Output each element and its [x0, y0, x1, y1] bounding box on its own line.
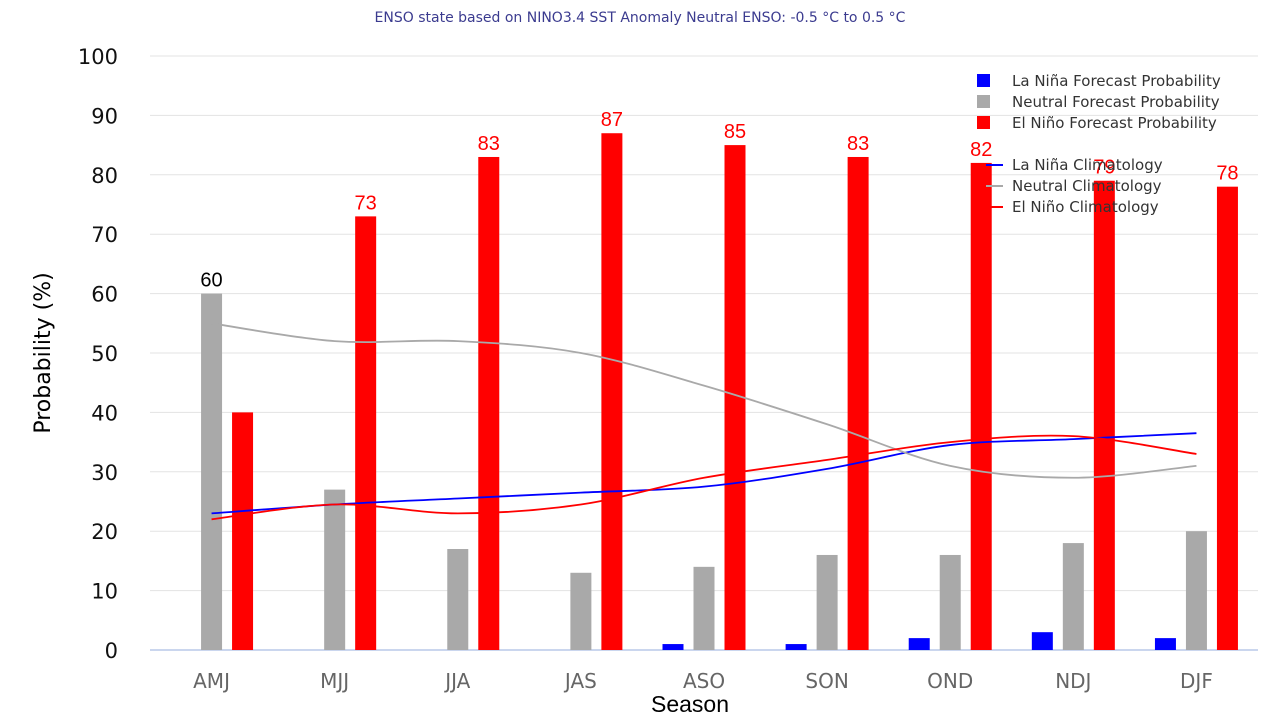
bars: [201, 133, 1238, 651]
x-axis-label: Season: [651, 691, 729, 717]
chart-title: ENSO state based on NINO3.4 SST Anomaly …: [375, 10, 906, 26]
data-label-jja: 83: [478, 133, 500, 155]
bar-el-son: [847, 156, 869, 651]
bar-la-ndj: [1031, 632, 1053, 650]
data-label-amj: 60: [200, 270, 222, 292]
x-tick-label-djf: DJF: [1180, 669, 1213, 693]
x-tick-label-ond: OND: [927, 669, 973, 693]
y-tick-label: 40: [91, 401, 118, 425]
bar-el-djf: [1216, 186, 1238, 650]
legend-label-la-nina-forecast-probability: La Niña Forecast Probability: [1012, 72, 1221, 90]
x-axis-ticks: AMJ MJJ JJA JAS ASO SON OND NDJ DJF: [193, 669, 1213, 693]
bar-neutral-ond: [939, 554, 961, 650]
x-tick-label-ndj: NDJ: [1055, 669, 1091, 693]
line-el-climatology: [211, 434, 1197, 521]
bar-neutral-ndj: [1062, 543, 1084, 650]
y-tick-label: 50: [91, 342, 118, 366]
bar-el-jas: [601, 133, 623, 651]
data-label-aso: 85: [724, 121, 746, 143]
x-tick-label-jas: JAS: [563, 669, 597, 693]
y-tick-label: 30: [91, 461, 118, 485]
y-tick-label: 20: [91, 520, 118, 544]
bar-el-ond: [970, 162, 992, 651]
y-tick-label: 60: [91, 283, 118, 307]
climatology-lines: [211, 322, 1197, 521]
bar-el-amj: [232, 412, 254, 650]
bar-la-aso: [662, 644, 684, 650]
gridlines: [150, 55, 1258, 651]
bar-neutral-aso: [693, 566, 715, 650]
legend: La Niña Forecast Probability Neutral Fore…: [977, 72, 1221, 216]
data-label-ond: 82: [970, 139, 992, 161]
y-tick-label: 80: [91, 164, 118, 188]
bar-el-mjj: [355, 216, 377, 650]
x-tick-label-son: SON: [805, 669, 848, 693]
legend-swatch-el-nino-forecast-probability: [977, 116, 990, 129]
y-tick-label: 90: [91, 104, 118, 128]
y-tick-label: 100: [78, 45, 118, 69]
bar-la-djf: [1154, 638, 1176, 650]
legend-swatch-neutral-forecast-probability: [977, 95, 990, 108]
x-tick-label-jja: JJA: [443, 669, 470, 693]
legend-label-neutral-climatology: Neutral Climatology: [1012, 177, 1162, 195]
x-tick-label-amj: AMJ: [193, 669, 230, 693]
data-label-mjj: 73: [355, 192, 377, 214]
bar-neutral-amj: [201, 293, 223, 650]
line-la-climatology: [211, 432, 1197, 515]
bar-neutral-djf: [1185, 531, 1207, 650]
bar-el-jja: [478, 156, 500, 651]
line-neutral-climatology: [211, 322, 1197, 479]
data-label-jas: 87: [601, 109, 623, 131]
x-tick-label-mjj: MJJ: [320, 669, 349, 693]
bar-el-aso: [724, 145, 746, 650]
bar-neutral-son: [816, 554, 838, 650]
y-tick-label: 10: [91, 580, 118, 604]
legend-label-neutral-forecast-probability: Neutral Forecast Probability: [1012, 93, 1220, 111]
x-tick-label-aso: ASO: [683, 669, 725, 693]
data-labels: 60 73 83 87 85 83 82 79 78: [200, 109, 1238, 291]
y-axis-label: Probability (%): [31, 272, 56, 433]
data-label-ndj: 79: [1093, 157, 1115, 179]
legend-label-el-nino-forecast-probability: El Niño Forecast Probability: [1012, 114, 1217, 132]
data-label-djf: 78: [1216, 163, 1238, 185]
bar-el-ndj: [1093, 180, 1115, 651]
legend-label-el-nino-climatology: El Niño Climatology: [1012, 198, 1159, 216]
legend-swatch-la-nina-forecast-probability: [977, 74, 990, 87]
data-label-son: 83: [847, 133, 869, 155]
y-tick-label: 0: [105, 639, 118, 663]
y-tick-label: 70: [91, 223, 118, 247]
legend-label-la-nina-climatology: La Niña Climatology: [1012, 156, 1163, 174]
bar-la-son: [785, 644, 807, 650]
y-axis-ticks: 0 10 20 30 40 50 60 70 80 90 100: [78, 45, 118, 663]
bar-la-ond: [908, 638, 930, 650]
bar-neutral-jja: [447, 549, 469, 650]
bar-neutral-mjj: [324, 489, 346, 650]
bar-neutral-jas: [570, 572, 592, 650]
